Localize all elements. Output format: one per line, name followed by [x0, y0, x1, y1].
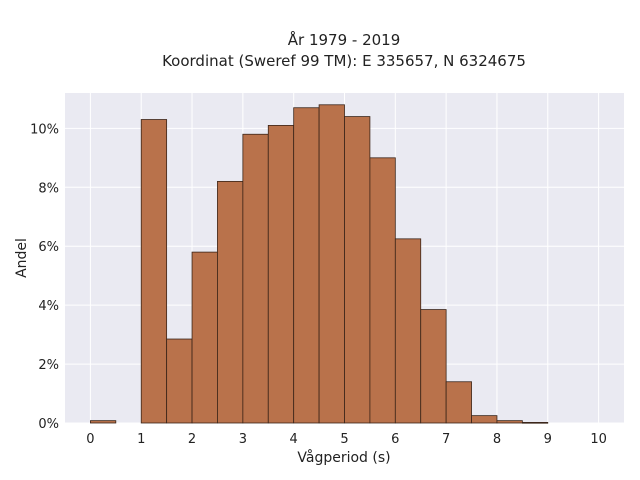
histogram-bar: [90, 420, 117, 424]
y-tick-label: 10%: [30, 122, 59, 137]
histogram-bar: [293, 107, 320, 424]
y-tick-label: 8%: [38, 181, 59, 196]
y-tick-labels: 0% 2% 4% 6% 8% 10%: [30, 122, 59, 432]
histogram-bar: [318, 104, 345, 424]
x-tick-label: 4: [290, 432, 298, 447]
x-tick-label: 9: [544, 432, 552, 447]
histogram-bar: [369, 157, 396, 424]
histogram-bar: [166, 338, 193, 424]
chart-title-line2: Koordinat (Sweref 99 TM): E 335657, N 63…: [162, 52, 526, 70]
x-tick-labels: 0 1 2 3 4 5 6 7 8 9 10: [86, 432, 607, 447]
x-tick-label: 3: [239, 432, 247, 447]
y-axis-label: Andel: [14, 238, 30, 278]
histogram-bar: [140, 119, 168, 424]
x-tick-label: 5: [340, 432, 348, 447]
x-axis-label: Vågperiod (s): [297, 449, 390, 466]
chart-title-line1: År 1979 - 2019: [288, 30, 401, 49]
histogram-bar: [445, 381, 472, 424]
histogram-bar: [420, 309, 447, 424]
y-tick-label: 6%: [38, 240, 59, 255]
histogram-bar: [394, 238, 422, 424]
y-tick-label: 4%: [38, 299, 59, 314]
histogram-bar: [217, 180, 244, 424]
histogram-bar: [242, 133, 269, 424]
histogram-bar: [191, 251, 218, 424]
histogram-bar: [496, 420, 523, 424]
x-tick-label: 8: [493, 432, 501, 447]
x-tick-label: 0: [86, 432, 94, 447]
x-tick-label: 10: [590, 432, 607, 447]
x-tick-label: 6: [391, 432, 399, 447]
histogram-bar: [471, 415, 498, 424]
bars: [90, 104, 549, 424]
x-tick-label: 7: [442, 432, 450, 447]
x-tick-label: 2: [188, 432, 196, 447]
y-tick-label: 2%: [38, 358, 59, 373]
x-tick-label: 1: [137, 432, 145, 447]
histogram-bar: [521, 422, 549, 424]
histogram-bar: [267, 125, 295, 424]
histogram-bar: [344, 116, 371, 424]
y-tick-label: 0%: [38, 417, 59, 432]
